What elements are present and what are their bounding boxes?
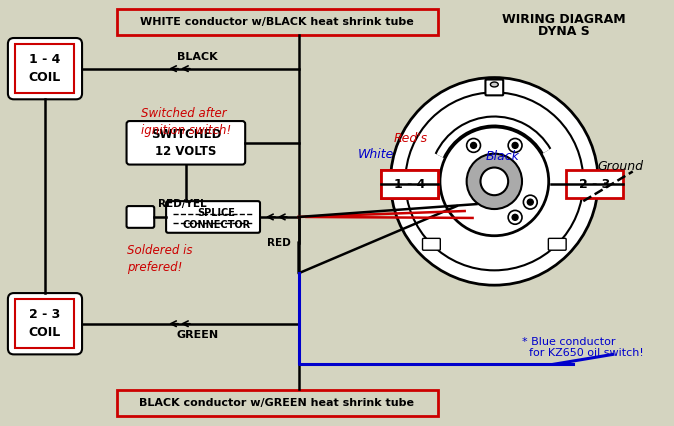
Text: for KZ650 oil switch!: for KZ650 oil switch! <box>522 348 644 358</box>
Text: * Blue conductor: * Blue conductor <box>522 337 615 347</box>
Bar <box>15 299 74 348</box>
Text: RED: RED <box>267 238 290 248</box>
Text: DYNA S: DYNA S <box>538 25 589 38</box>
Text: Switched after
ignition switch!: Switched after ignition switch! <box>142 107 232 137</box>
Circle shape <box>481 167 508 195</box>
Text: 1 - 4: 1 - 4 <box>394 178 425 191</box>
Text: SWITCHED
12 VOLTS: SWITCHED 12 VOLTS <box>151 128 221 158</box>
Text: 2 - 3
COIL: 2 - 3 COIL <box>28 308 61 339</box>
Text: 1 - 4
COIL: 1 - 4 COIL <box>28 53 61 84</box>
Text: RED/YEL: RED/YEL <box>158 199 207 209</box>
Circle shape <box>527 199 533 205</box>
Bar <box>117 9 438 35</box>
FancyBboxPatch shape <box>423 239 440 250</box>
FancyBboxPatch shape <box>127 121 245 164</box>
Text: White: White <box>357 148 394 161</box>
Text: Soldered is
prefered!: Soldered is prefered! <box>127 244 192 273</box>
Bar <box>117 390 438 416</box>
Circle shape <box>470 142 477 148</box>
Text: Ground: Ground <box>598 160 644 173</box>
Text: 2 - 3: 2 - 3 <box>578 178 610 191</box>
Circle shape <box>512 142 518 148</box>
Text: BLACK: BLACK <box>177 52 218 62</box>
FancyBboxPatch shape <box>549 239 566 250</box>
Bar <box>381 170 438 198</box>
Circle shape <box>390 78 598 285</box>
Text: GREEN: GREEN <box>177 330 219 340</box>
Circle shape <box>508 138 522 153</box>
FancyBboxPatch shape <box>485 80 503 95</box>
FancyBboxPatch shape <box>127 206 154 228</box>
Text: BLACK conductor w/GREEN heat shrink tube: BLACK conductor w/GREEN heat shrink tube <box>140 398 415 408</box>
Text: WHITE conductor w/BLACK heat shrink tube: WHITE conductor w/BLACK heat shrink tube <box>140 17 414 27</box>
Circle shape <box>524 195 537 209</box>
Text: Red's: Red's <box>393 132 427 145</box>
Circle shape <box>466 154 522 209</box>
Circle shape <box>508 210 522 224</box>
Text: Black: Black <box>485 150 519 163</box>
Bar <box>15 44 74 93</box>
FancyBboxPatch shape <box>8 293 82 354</box>
Ellipse shape <box>491 82 498 87</box>
Bar <box>381 170 438 198</box>
FancyBboxPatch shape <box>166 201 260 233</box>
Circle shape <box>512 214 518 220</box>
FancyBboxPatch shape <box>8 38 82 99</box>
Text: SPLICE
CONNECTOR: SPLICE CONNECTOR <box>183 208 251 230</box>
Text: WIRING DIAGRAM: WIRING DIAGRAM <box>501 13 625 26</box>
Circle shape <box>466 138 481 153</box>
Bar <box>565 170 623 198</box>
Bar <box>565 170 623 198</box>
Bar <box>381 170 438 198</box>
